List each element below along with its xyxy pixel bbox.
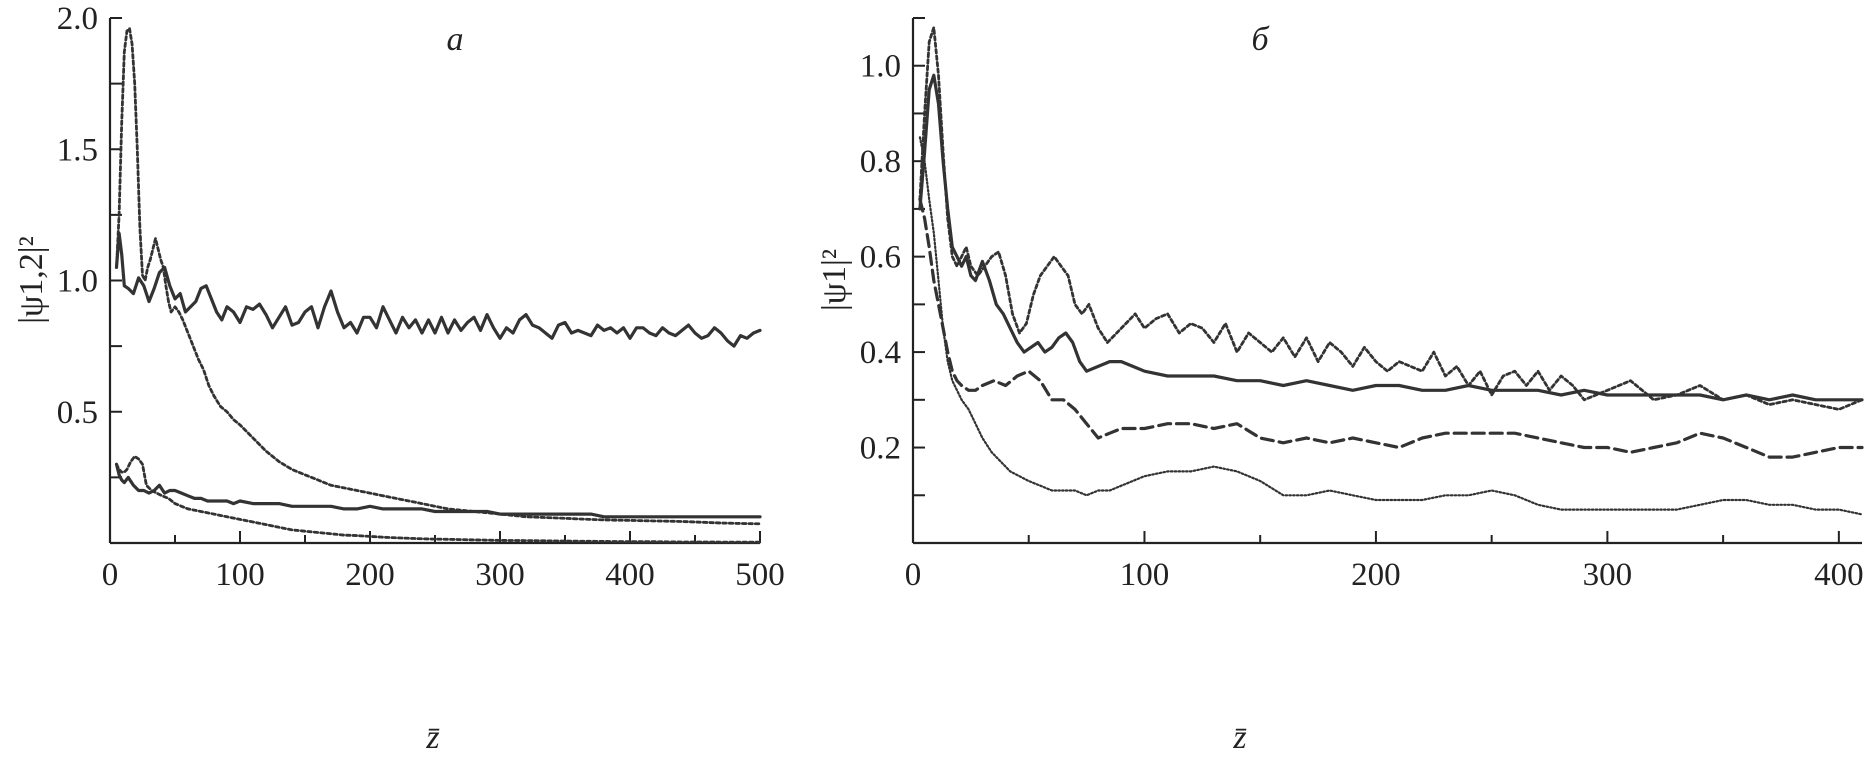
x-tick-label: 300 [1583,557,1633,593]
x-axis-label: z̄ [425,719,440,756]
series-line-1-solid [918,73,1864,402]
y-tick-label: 0.8 [860,144,901,180]
series-line-3-solid [114,462,762,519]
panel-label: б [1251,21,1270,58]
panel-label: а [447,21,464,58]
x-axis-label: z̄ [1232,719,1247,756]
y-tick-label: 2.0 [57,1,98,37]
y-tick-label: 1.0 [57,264,98,300]
series-line-4-dotted-fine [918,136,1864,516]
x-tick-label: 0 [905,557,922,593]
x-tick-label: 400 [1814,557,1864,593]
x-tick-label: 200 [345,557,395,593]
series-line-1-solid [114,231,762,348]
y-tick-label: 0.4 [860,335,901,371]
x-tick-label: 0 [102,557,119,593]
series-line-4-dotted [115,455,762,544]
panel-b: 0 100 200 300 400 0.2 0.4 0.6 0.8 1.0 б |ψ1|² z̄ [816,17,1864,756]
series-line-2-dotted [918,26,1864,411]
x-tick-label: 100 [215,557,265,593]
y-tick-label: 1.0 [860,49,901,85]
y-tick-label: 1.5 [57,132,98,168]
y-tick-label: 0.5 [57,395,98,431]
x-tick-label: 500 [735,557,785,593]
series-line-2-dotted [115,27,762,526]
x-tick-label: 300 [475,557,525,593]
x-tick-label: 100 [1120,557,1170,593]
x-tick-label: 400 [605,557,655,593]
y-axis-label: |ψ1|² [816,249,853,311]
y-tick-label: 0.6 [860,240,901,276]
y-axis-label: |ψ1,2|² [13,236,50,324]
panel-a: 0 100 200 300 400 500 0.5 1.0 1.5 2.0 а |ψ1,2|² z̄ [13,1,785,756]
y-tick-label: 0.2 [860,431,901,467]
series-line-3-dashed [918,197,1864,459]
x-tick-label: 200 [1351,557,1401,593]
